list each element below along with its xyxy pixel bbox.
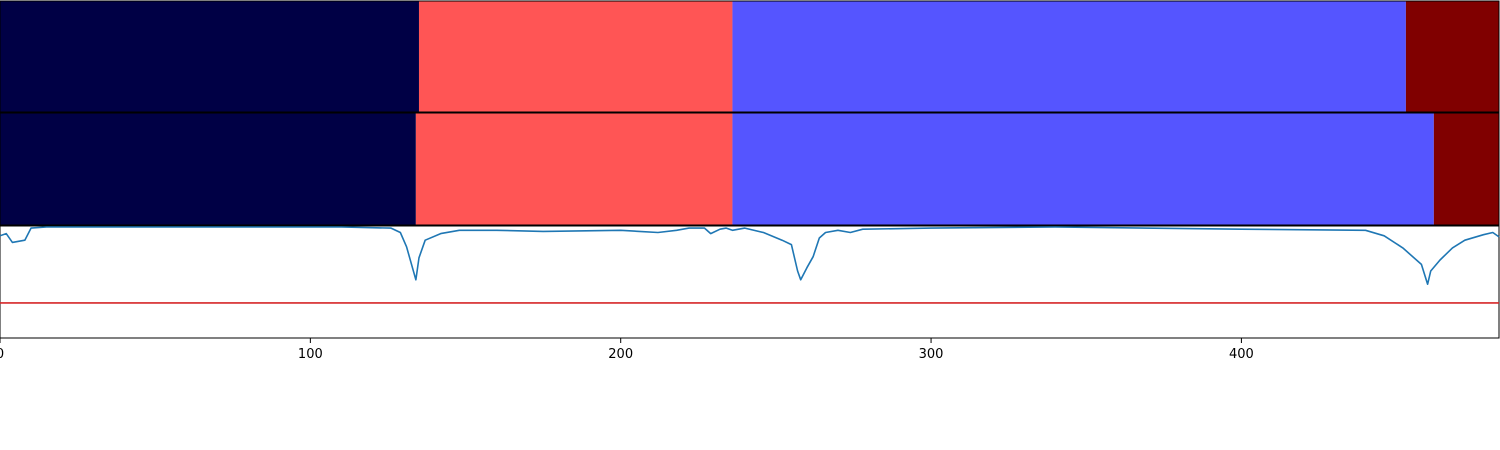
segment-2-2: [415, 113, 733, 225]
x-tick-label: 200: [608, 347, 633, 362]
segment-1-3: [732, 1, 1406, 112]
segment-2-3: [732, 113, 1434, 225]
segment-1-1: [0, 1, 419, 112]
x-tick-label: 400: [1229, 347, 1254, 362]
segment-row-frame: [0, 0, 1500, 113]
x-tick-label: 300: [919, 347, 944, 362]
segment-2-4: [1433, 113, 1499, 225]
segment-2-1: [0, 113, 416, 225]
series-line-1: [0, 226, 1500, 285]
segment-1-4: [1405, 1, 1499, 112]
x-tick-label: 100: [298, 347, 323, 362]
segment-1-2: [418, 1, 733, 112]
x-axis: 0 100 200 300 400: [0, 338, 1254, 362]
segment-row-frame: [0, 112, 1500, 226]
line-panel-frame: [0, 225, 1500, 339]
segment-rows: [0, 0, 1500, 226]
series-lines: [0, 226, 1500, 285]
x-tick-label: 0: [0, 347, 4, 362]
line-panel: [0, 225, 1500, 339]
